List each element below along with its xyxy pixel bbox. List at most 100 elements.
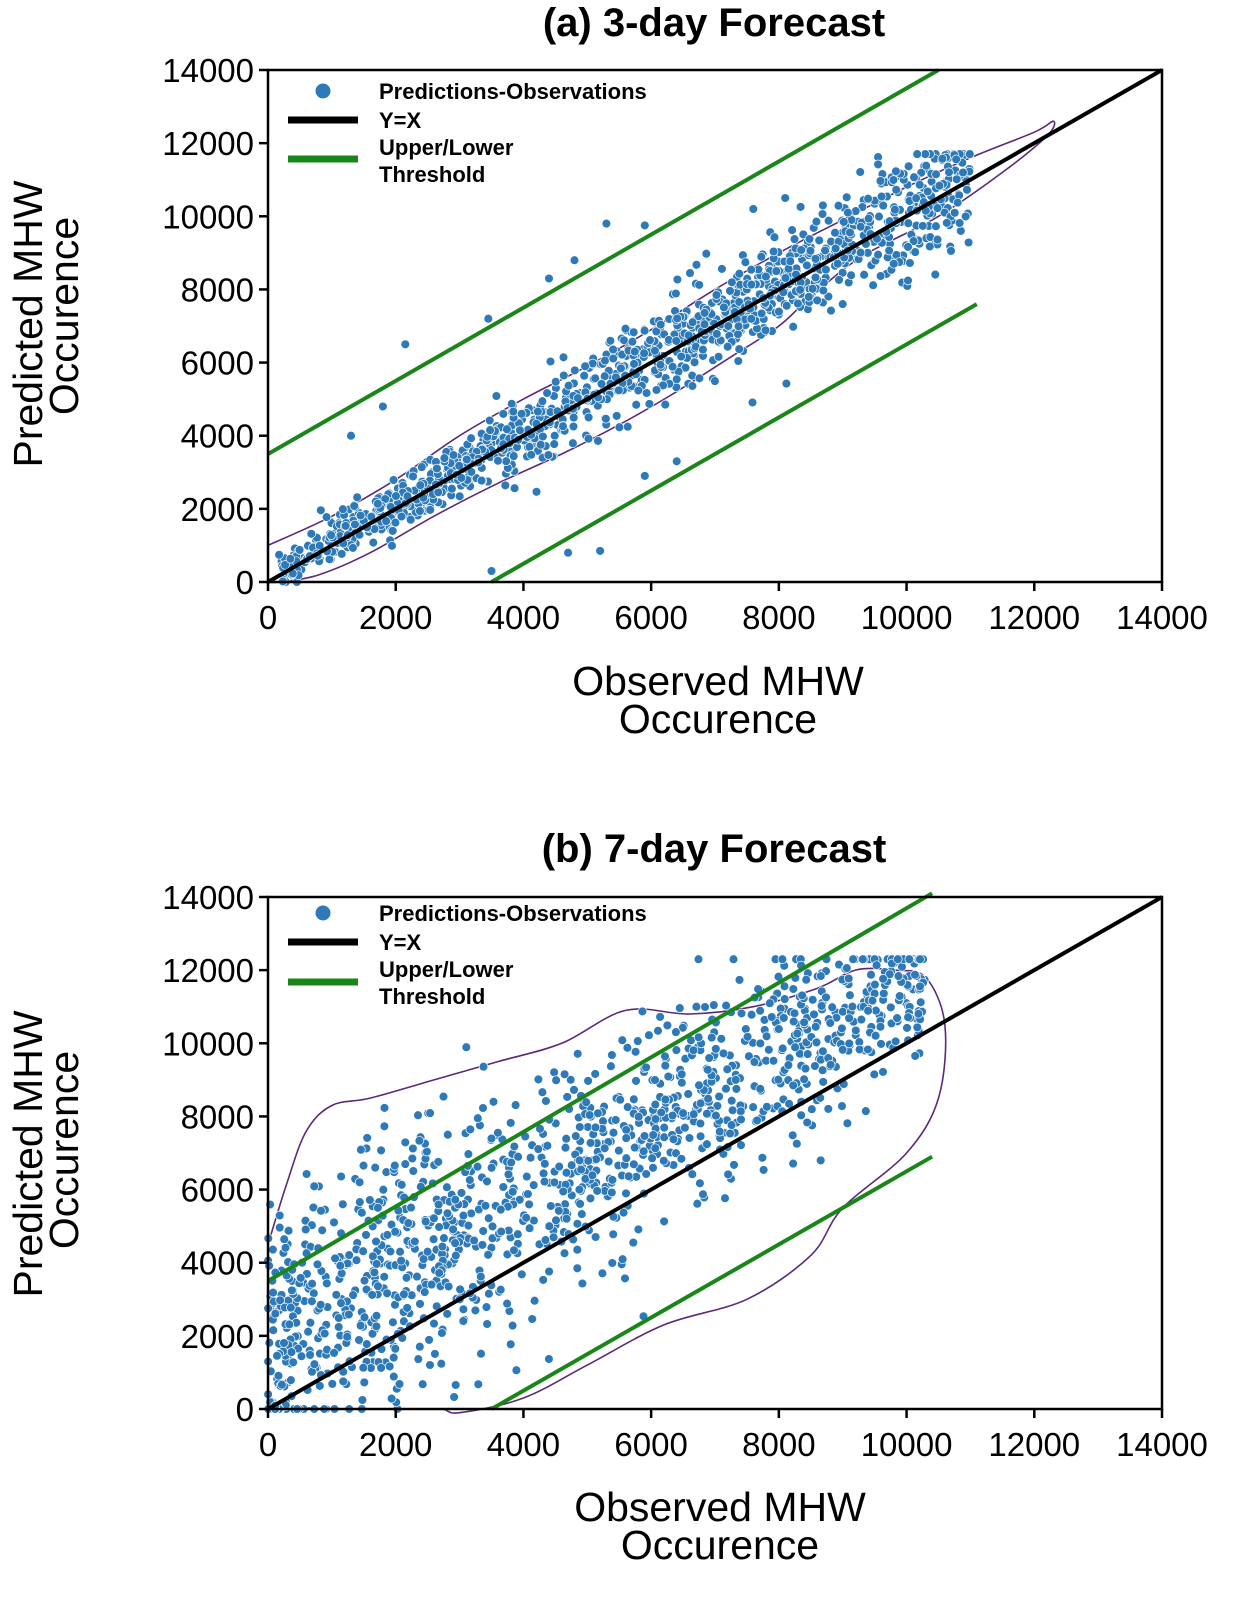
data-point — [629, 1142, 640, 1153]
data-point — [639, 1131, 650, 1141]
data-point — [572, 1263, 583, 1274]
chart-panel-a: (a) 3-day Forecast 0 2000 4000 6000 8000 1000… — [5, 1, 1208, 742]
data-point — [866, 969, 876, 980]
data-point — [818, 1077, 828, 1087]
data-point — [590, 1232, 601, 1242]
data-point — [718, 1048, 729, 1059]
data-point — [781, 378, 792, 389]
data-point — [812, 295, 822, 306]
scatter-series — [263, 954, 930, 1414]
data-point — [633, 385, 644, 396]
y-tick-label: 8000 — [181, 1098, 254, 1135]
data-point — [316, 1206, 326, 1216]
data-point — [350, 519, 360, 530]
data-point — [903, 1012, 913, 1022]
data-point — [729, 1160, 739, 1170]
data-point — [448, 1224, 458, 1235]
data-point — [501, 456, 511, 466]
data-point — [438, 1091, 449, 1102]
data-point — [286, 1347, 297, 1357]
data-point — [755, 1084, 765, 1094]
data-point — [362, 1133, 372, 1143]
data-point — [779, 1013, 789, 1023]
data-point — [903, 275, 913, 286]
data-point — [655, 1012, 665, 1022]
data-point — [655, 360, 666, 370]
y-tick-label: 4000 — [181, 1245, 254, 1282]
data-point — [317, 1225, 327, 1236]
data-point — [903, 218, 914, 228]
data-point — [306, 529, 317, 539]
data-point — [338, 1376, 348, 1387]
data-point — [716, 1034, 727, 1044]
data-point — [503, 1169, 514, 1180]
data-point — [748, 204, 759, 214]
data-point — [568, 421, 579, 432]
data-point — [817, 1065, 828, 1075]
data-point — [527, 1314, 537, 1324]
x-axis: 0 2000 4000 6000 8000 10000 12000 14000 — [259, 1409, 1208, 1463]
data-point — [451, 1250, 461, 1261]
data-point — [847, 1001, 858, 1012]
data-point — [615, 1094, 625, 1105]
data-point — [561, 1213, 572, 1224]
scatter-series — [274, 149, 975, 587]
data-point — [462, 454, 472, 465]
x-tick-label: 2000 — [359, 599, 432, 636]
data-point — [432, 463, 442, 474]
data-point — [826, 305, 836, 316]
data-point — [873, 249, 883, 260]
data-point — [736, 1008, 747, 1019]
data-point — [837, 1045, 848, 1055]
data-point — [443, 1281, 454, 1292]
data-point — [312, 1259, 323, 1270]
data-point — [662, 1020, 673, 1031]
data-point — [671, 374, 682, 385]
data-point — [756, 308, 767, 319]
data-point — [338, 504, 348, 514]
data-point — [878, 200, 888, 211]
data-point — [587, 1170, 598, 1181]
data-point — [574, 1155, 585, 1166]
x-tick-label: 4000 — [487, 599, 560, 636]
data-point — [675, 1003, 685, 1013]
upper-threshold-line — [266, 891, 934, 1283]
data-point — [408, 1166, 419, 1176]
data-point — [713, 352, 724, 362]
data-point — [650, 1143, 661, 1153]
data-point — [400, 1159, 411, 1169]
data-point — [910, 247, 920, 257]
data-point — [599, 1143, 610, 1154]
data-point — [820, 245, 830, 256]
data-point — [382, 1288, 392, 1299]
data-point — [868, 280, 878, 290]
data-point — [884, 245, 894, 256]
data-point — [685, 268, 695, 278]
data-point — [781, 301, 792, 311]
data-point — [449, 1392, 459, 1402]
data-point — [603, 1156, 614, 1167]
data-point — [931, 169, 941, 180]
density-contour — [267, 120, 1056, 584]
data-point — [517, 1269, 527, 1280]
data-point — [954, 218, 965, 228]
y-tick-label: 10000 — [162, 198, 254, 235]
y-axis-label-line-1: Predicted MHW — [5, 1010, 51, 1297]
data-point — [463, 1149, 474, 1159]
data-point — [569, 255, 580, 265]
data-point — [546, 1201, 556, 1211]
x-tick-label: 14000 — [1116, 599, 1208, 636]
data-point — [807, 1104, 817, 1114]
data-point — [395, 1246, 405, 1257]
data-point — [509, 483, 520, 493]
data-point — [400, 339, 411, 350]
data-point — [627, 336, 638, 347]
data-point — [493, 1128, 503, 1138]
data-point — [300, 1224, 311, 1235]
data-point — [529, 1295, 540, 1306]
data-point — [540, 1159, 550, 1169]
data-point — [538, 431, 548, 442]
data-point — [388, 475, 399, 485]
data-point — [687, 381, 698, 391]
data-point — [902, 1023, 912, 1033]
